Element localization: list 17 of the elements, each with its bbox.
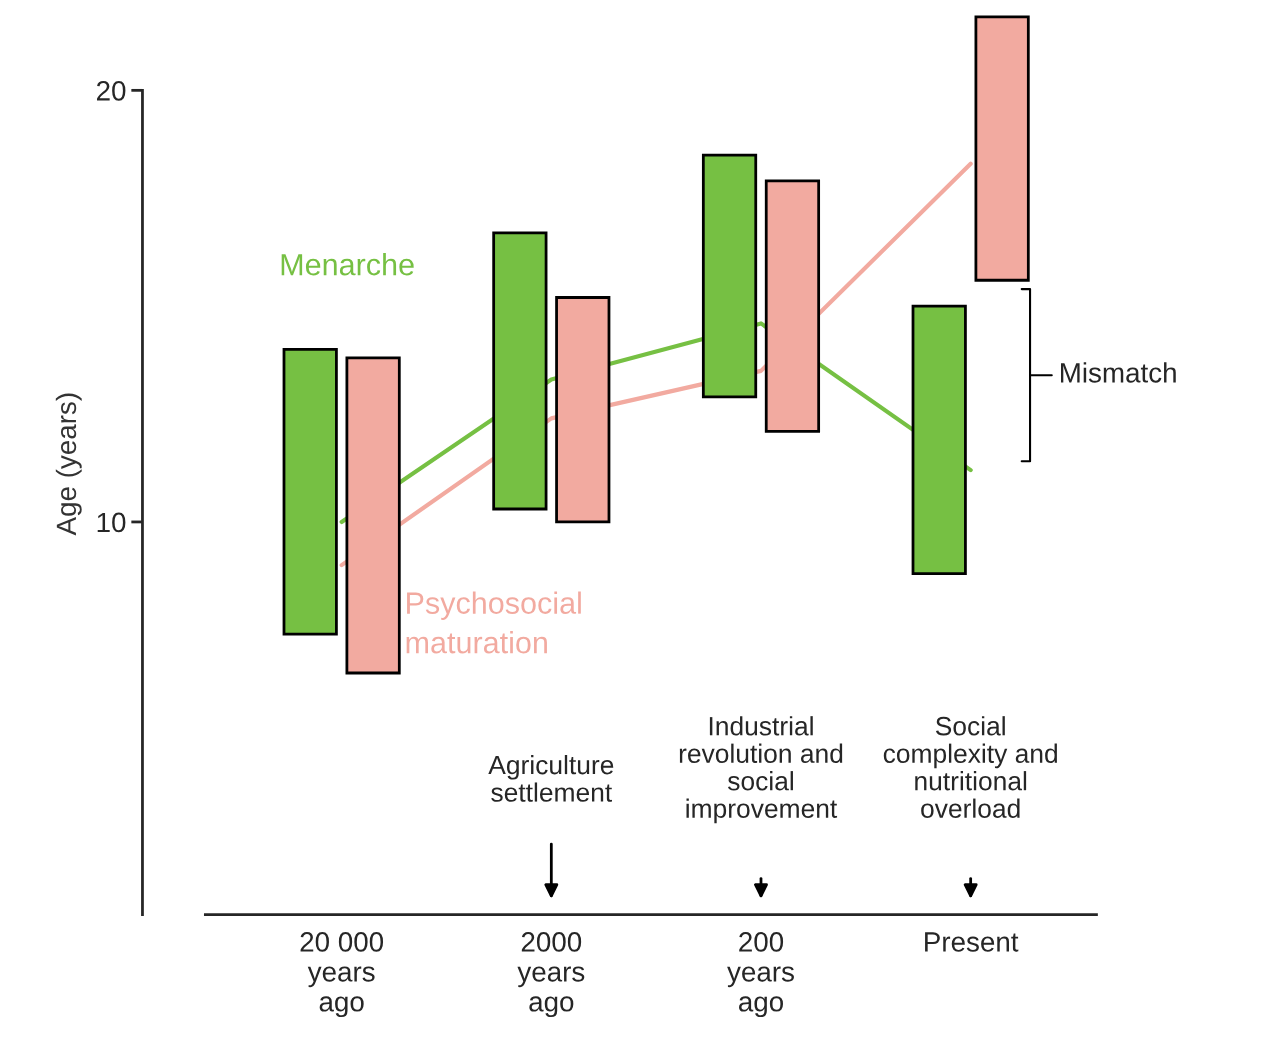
bar: [974, 15, 1030, 282]
x-tick-label: 2000 years ago: [517, 932, 585, 1018]
series-label: Psychosocial maturation: [406, 591, 581, 654]
y-tick-label: 20: [97, 81, 126, 101]
annotation: Agriculture settlement: [488, 755, 614, 802]
bar: [764, 179, 821, 433]
annotation: Industrial revolution and social improvement: [679, 716, 843, 824]
annotation: Social complexity and nutritional overload: [883, 716, 1057, 818]
text: Menarche: [281, 253, 414, 276]
annotation: Mismatch: [1061, 362, 1176, 383]
y-axis-title: Age (years): [55, 393, 82, 536]
x-tick-label: 20 000 years ago: [300, 932, 384, 1018]
x-tick-label: Present: [925, 932, 1019, 952]
y-tick-label: 10: [97, 512, 126, 533]
bar: [555, 296, 611, 524]
x-tick-label: 200 years ago: [727, 932, 794, 1018]
bar: [282, 347, 338, 636]
